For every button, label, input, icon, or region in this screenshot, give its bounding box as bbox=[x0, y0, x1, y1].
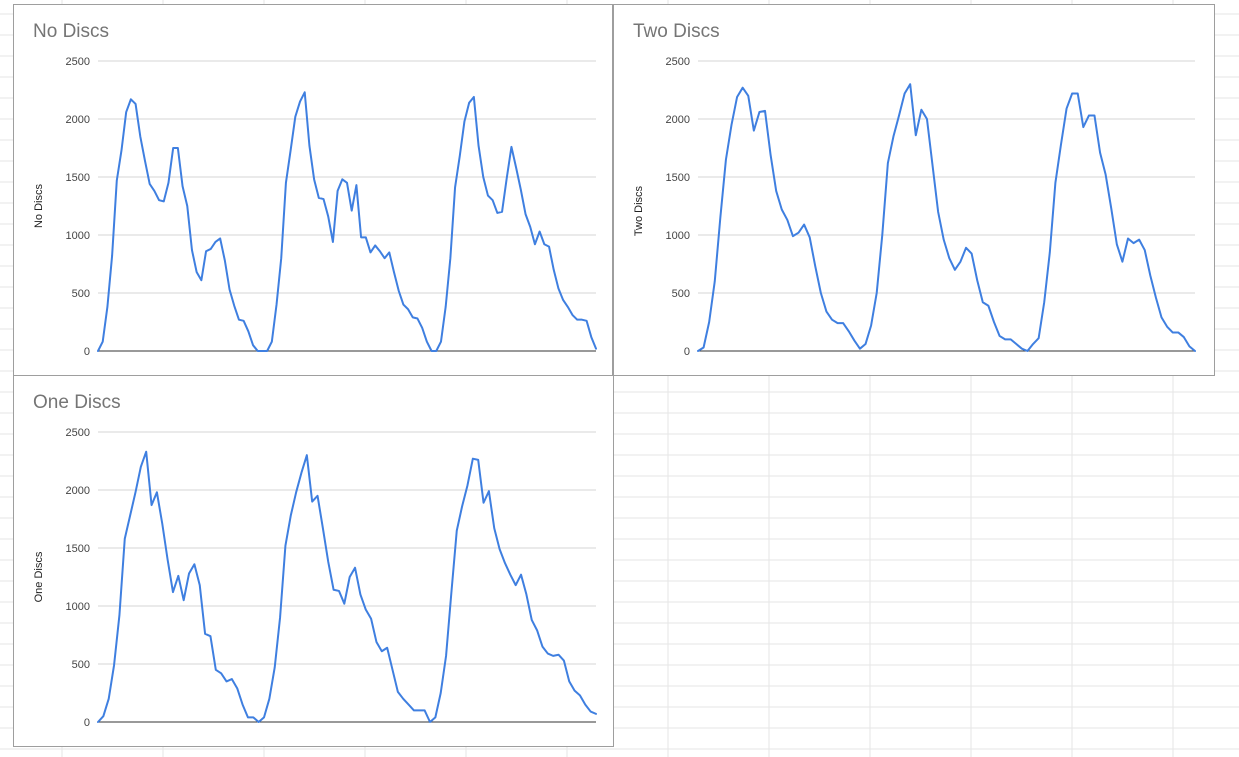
series-line bbox=[97, 91, 597, 352]
chart-one-discs[interactable]: One Discs One Discs 0 500 1000 1500 2000 2500 bbox=[13, 375, 614, 747]
y-tick-label: 0 bbox=[84, 717, 90, 729]
line-chart-plot: 0 500 1000 1500 2000 2500 bbox=[666, 56, 1196, 358]
y-tick-label: 2000 bbox=[66, 114, 90, 126]
line-chart-plot: 0 500 1000 1500 2000 2500 bbox=[66, 427, 597, 729]
y-tick-label: 2000 bbox=[66, 485, 90, 497]
y-tick-label: 2000 bbox=[666, 114, 690, 126]
series-line bbox=[97, 450, 597, 723]
chart-no-discs[interactable]: No Discs No Discs 0 500 1000 1500 2000 2500 bbox=[13, 4, 613, 376]
y-tick-label: 1500 bbox=[66, 172, 90, 184]
y-tick-label: 1000 bbox=[666, 230, 690, 242]
y-tick-label: 1500 bbox=[66, 543, 90, 555]
chart-title: Two Discs bbox=[633, 21, 720, 42]
series-line bbox=[697, 83, 1196, 352]
y-tick-label: 2500 bbox=[66, 56, 90, 68]
y-tick-label: 500 bbox=[72, 659, 90, 671]
chart-title: One Discs bbox=[33, 392, 121, 413]
y-tick-label: 1500 bbox=[666, 172, 690, 184]
chart-title: No Discs bbox=[33, 21, 110, 42]
y-tick-label: 0 bbox=[684, 346, 690, 358]
y-tick-label: 0 bbox=[84, 346, 90, 358]
chart-two-discs[interactable]: Two Discs Two Discs 0 500 1000 1500 2000 2500 bbox=[613, 4, 1215, 376]
y-tick-label: 500 bbox=[72, 288, 90, 300]
y-tick-label: 2500 bbox=[66, 427, 90, 439]
y-tick-label: 500 bbox=[672, 288, 690, 300]
y-tick-label: 1000 bbox=[66, 601, 90, 613]
line-chart-plot: 0 500 1000 1500 2000 2500 bbox=[66, 56, 597, 358]
y-tick-label: 1000 bbox=[66, 230, 90, 242]
y-tick-label: 2500 bbox=[666, 56, 690, 68]
